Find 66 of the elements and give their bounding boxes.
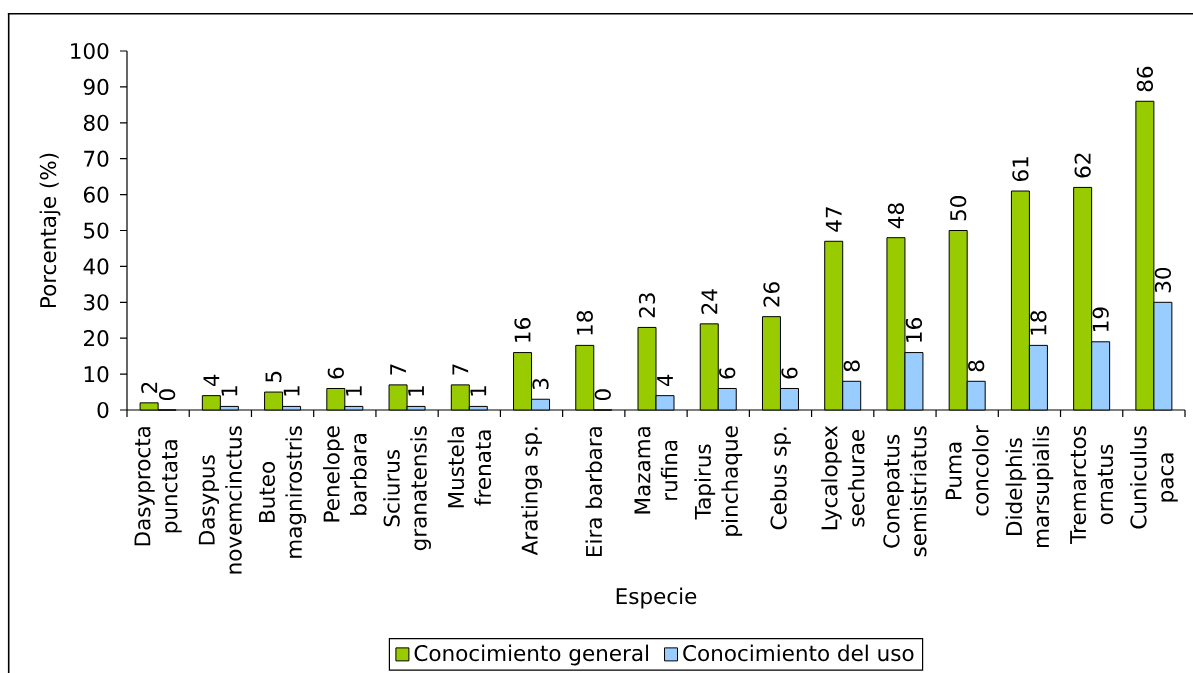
data-label: 18 [576, 311, 593, 335]
y-tick-label: 40 [83, 258, 109, 275]
y-tick-label: 20 [84, 330, 109, 347]
data-label: 4 [203, 374, 220, 387]
legend-label: Conocimiento del uso [683, 644, 914, 662]
data-label: 1 [283, 386, 300, 396]
data-label: 1 [408, 386, 424, 396]
x-tick-label: Dasypus novemcinctus [198, 426, 242, 574]
data-label: 6 [327, 367, 344, 379]
y-tick-label: 100 [71, 42, 109, 60]
x-tick-label: Penelope barbara [323, 426, 367, 522]
data-label: 62 [1074, 153, 1091, 178]
data-label: 86 [1136, 66, 1154, 92]
data-label: 26 [763, 282, 780, 307]
y-tick-label: 90 [83, 78, 109, 96]
x-axis-title: Especie [616, 587, 697, 609]
x-tick-label: Tapirus pinchaque [694, 426, 743, 536]
y-tick-label: 30 [84, 294, 109, 311]
x-tick-label: Lycalopex sechurae [820, 425, 865, 530]
data-label: 4 [657, 374, 673, 387]
data-label: 47 [825, 207, 842, 232]
data-label: 2 [141, 382, 158, 393]
data-label: 0 [594, 389, 611, 401]
x-tick-label: Mazama rufina [634, 427, 678, 514]
x-tick-label: Tremarctos ornatus [1070, 426, 1114, 544]
data-label: 7 [390, 364, 406, 375]
data-label: 16 [905, 318, 923, 342]
y-axis-title: Porcentaje (%) [39, 153, 61, 308]
data-label: 48 [887, 203, 905, 229]
data-label: 8 [968, 360, 985, 372]
legend-label: Conocimiento general [414, 644, 649, 666]
x-tick-label: Mustela frenata [447, 427, 492, 508]
x-tick-label: Buteo magnirostris [259, 426, 307, 558]
y-tick-label: 80 [83, 114, 109, 131]
data-label: 24 [701, 289, 718, 314]
y-tick-label: 60 [83, 186, 109, 203]
data-label: 3 [532, 378, 549, 390]
x-tick-label: Sciurus granatensis [383, 426, 431, 551]
x-tick-label: Cuniculus paca [1129, 426, 1178, 529]
x-tick-label: Aratinga sp. [521, 427, 542, 556]
data-label: 50 [950, 196, 967, 221]
y-tick-label: 10 [84, 365, 109, 383]
y-tick-label: 70 [84, 150, 109, 167]
data-label: 1 [221, 386, 238, 396]
data-label: 7 [452, 364, 469, 375]
data-label: 16 [514, 318, 531, 342]
x-tick-label: Cebus sp. [770, 427, 791, 530]
x-tick-label: Puma concolor [945, 425, 989, 516]
data-label: 19 [1092, 307, 1109, 331]
x-tick-label: Eira barbara [585, 427, 603, 557]
data-label: 1 [345, 386, 362, 396]
data-label: 5 [265, 371, 282, 382]
data-label: 6 [719, 367, 736, 379]
x-tick-label: Conepatus semistriatus [883, 426, 927, 557]
data-label: 0 [158, 389, 176, 401]
y-tick-label: 50 [84, 222, 109, 239]
data-label: 23 [638, 293, 656, 318]
data-label: 6 [781, 367, 798, 379]
x-tick-label: Dasyprocta punctata [134, 427, 182, 546]
y-tick-label: 0 [97, 401, 109, 419]
data-label: 30 [1154, 267, 1172, 293]
x-tick-label: Didelphis marsupialis [1005, 426, 1054, 547]
data-label: 18 [1030, 311, 1047, 335]
data-label: 61 [1012, 157, 1029, 182]
data-label: 8 [843, 360, 860, 372]
data-label: 1 [470, 386, 487, 396]
